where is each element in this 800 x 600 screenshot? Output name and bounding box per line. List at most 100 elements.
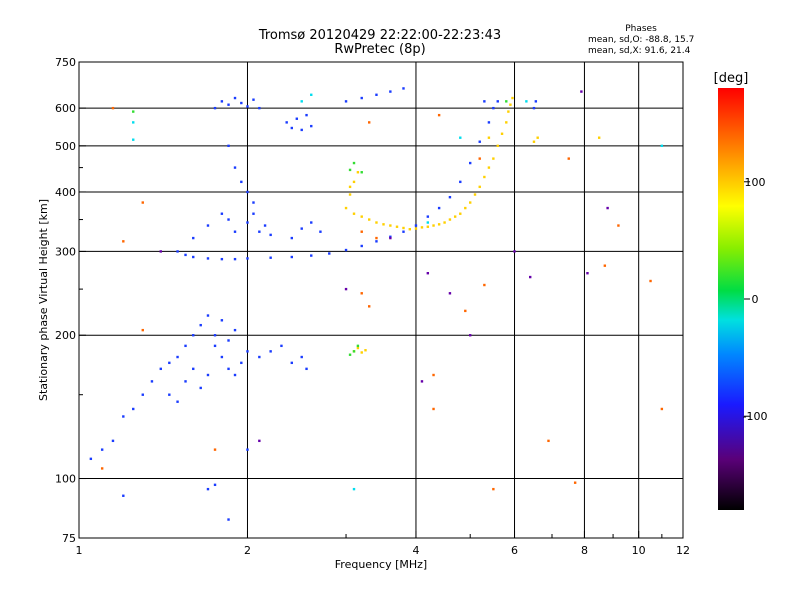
data-point [420, 226, 424, 229]
data-point [258, 230, 261, 233]
data-point [310, 124, 313, 128]
data-point [305, 113, 308, 117]
data-point [184, 380, 187, 383]
data-point [352, 212, 356, 215]
data-point [368, 121, 371, 124]
data-point [580, 90, 583, 93]
data-point [360, 215, 363, 218]
data-point [649, 279, 652, 283]
data-point [111, 439, 115, 443]
data-point [300, 128, 303, 132]
phases-heading: Phases [625, 24, 657, 34]
data-point [356, 346, 360, 350]
data-point [505, 100, 508, 103]
data-point [233, 166, 237, 169]
grid-lines [79, 62, 683, 538]
data-point [529, 275, 532, 279]
data-point [375, 93, 378, 96]
data-point [389, 235, 392, 238]
data-point [227, 218, 230, 221]
data-point [280, 344, 283, 348]
data-point [141, 393, 144, 396]
data-point [176, 250, 179, 253]
data-point [290, 236, 293, 240]
data-point [246, 350, 249, 353]
data-point [269, 233, 272, 237]
data-point [252, 201, 255, 204]
x-tick-label: 6 [511, 544, 518, 557]
data-point [206, 257, 210, 260]
data-point [132, 138, 135, 141]
data-point [233, 373, 237, 377]
data-point [305, 367, 308, 371]
data-point [389, 90, 392, 93]
data-point [192, 255, 195, 259]
plot-frame [78, 61, 684, 539]
data-point [220, 355, 224, 359]
data-point [348, 185, 352, 189]
data-point [227, 144, 230, 148]
data-point [246, 221, 249, 224]
data-point [536, 136, 539, 139]
data-point [220, 257, 224, 261]
x-axis-label: Frequency [MHz] [335, 558, 427, 571]
data-point [132, 110, 135, 113]
data-point [246, 190, 249, 194]
data-point [426, 215, 430, 218]
data-point [360, 230, 363, 233]
data-point [469, 161, 472, 165]
data-point [478, 140, 481, 143]
data-point [532, 106, 536, 110]
y-tick-label: 300 [55, 245, 76, 258]
data-point [159, 250, 162, 253]
data-point [344, 100, 348, 103]
y-tick-label: 200 [55, 329, 76, 342]
data-point [122, 240, 125, 243]
y-tick-label: 400 [55, 186, 76, 199]
data-point [168, 361, 171, 365]
data-point [432, 373, 435, 377]
data-point [500, 132, 504, 135]
x-tick-label: 1 [76, 544, 83, 557]
data-point [233, 96, 237, 100]
data-point [100, 467, 104, 470]
data-point [184, 344, 187, 348]
data-point [567, 157, 570, 160]
data-point [360, 351, 363, 354]
data-point [606, 206, 609, 210]
data-point [360, 292, 363, 295]
data-point [310, 254, 313, 257]
data-point [464, 206, 467, 210]
data-point [360, 171, 363, 174]
data-point [459, 212, 462, 215]
data-point [227, 367, 230, 371]
data-point [414, 227, 418, 230]
data-point [192, 334, 195, 337]
data-point [487, 136, 491, 139]
data-point [511, 96, 514, 100]
x-tick-label: 2 [244, 544, 251, 557]
phases-o-line: mean, sd,O: -88.8, 15.7 [588, 35, 694, 45]
data-point [141, 328, 144, 332]
data-point [426, 272, 430, 275]
y-tick-label: 600 [55, 102, 76, 115]
data-point [344, 248, 348, 252]
data-point [402, 87, 405, 90]
data-point [507, 110, 510, 113]
data-point [464, 309, 467, 313]
data-point [199, 323, 202, 327]
data-point [300, 355, 303, 359]
data-point [532, 140, 536, 143]
y-tick-label: 75 [62, 532, 76, 545]
data-point [448, 218, 452, 221]
data-point [483, 175, 486, 179]
data-point [483, 283, 486, 287]
data-point [375, 221, 378, 224]
x-axis: 1 2 4 6 8 10 12 [76, 531, 690, 557]
data-point [348, 193, 352, 196]
data-point [597, 136, 601, 139]
data-point [132, 121, 135, 124]
data-point [132, 407, 135, 411]
data-point [448, 195, 452, 199]
